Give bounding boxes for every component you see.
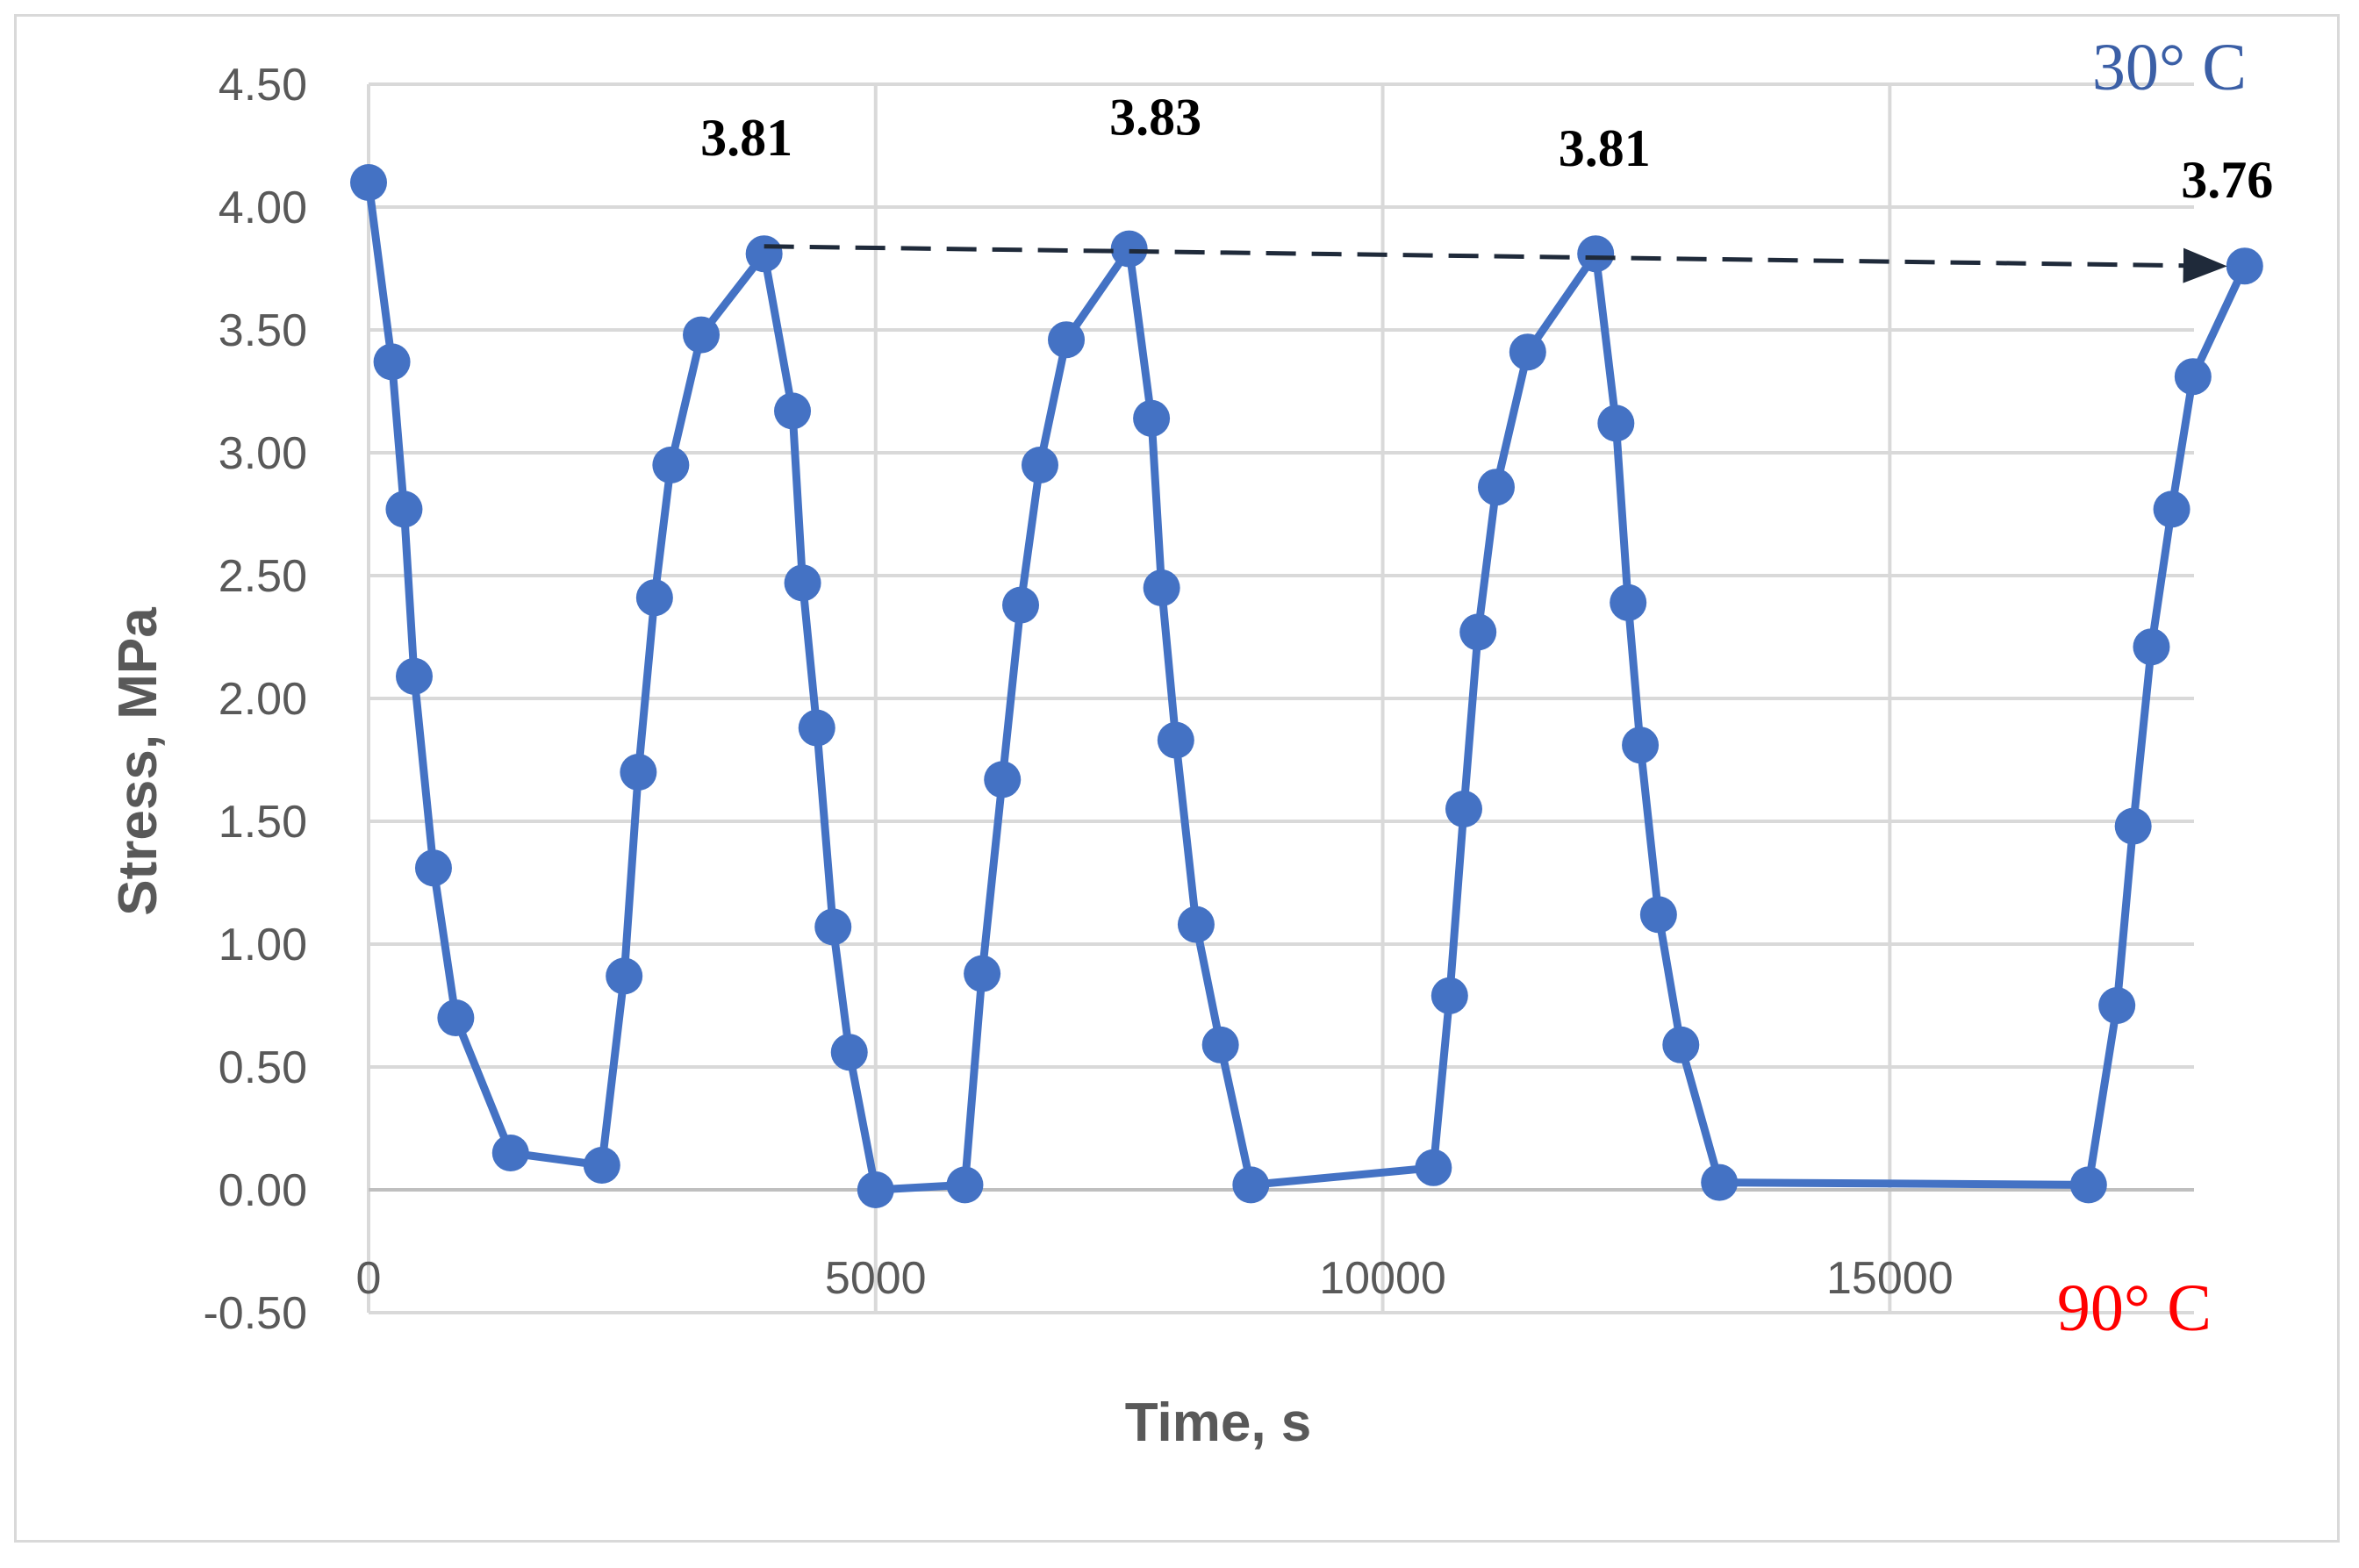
data-point bbox=[2069, 1166, 2107, 1204]
data-point bbox=[350, 164, 387, 201]
data-label: 3.81 bbox=[700, 109, 792, 167]
y-tick-label: 0.00 bbox=[219, 1165, 307, 1216]
data-point bbox=[1177, 906, 1215, 943]
y-tick-label: 4.00 bbox=[219, 183, 307, 233]
data-point bbox=[1201, 1026, 1239, 1063]
data-point bbox=[1232, 1166, 1270, 1204]
data-point bbox=[1701, 1163, 1739, 1201]
data-point bbox=[396, 657, 433, 695]
data-point bbox=[2174, 358, 2212, 396]
data-point bbox=[437, 999, 475, 1036]
data-point bbox=[1048, 321, 1086, 359]
data-point bbox=[857, 1171, 894, 1208]
data-point bbox=[1459, 613, 1497, 651]
data-point bbox=[1157, 721, 1194, 759]
data-point bbox=[1622, 727, 1660, 764]
y-tick-label: 0.50 bbox=[219, 1042, 307, 1093]
data-point bbox=[1021, 447, 1058, 483]
data-point bbox=[2133, 628, 2170, 666]
data-point bbox=[774, 392, 812, 430]
data-label: 3.83 bbox=[1109, 89, 1201, 147]
data-point bbox=[946, 1166, 984, 1204]
data-point bbox=[1415, 1149, 1452, 1186]
data-point bbox=[1639, 896, 1677, 934]
data-point bbox=[373, 343, 411, 381]
data-point bbox=[1477, 469, 1515, 506]
y-axis-title: Stress, MPa bbox=[108, 607, 168, 916]
x-axis-title: Time, s bbox=[1125, 1393, 1312, 1453]
x-tick-label: 10000 bbox=[1319, 1253, 1446, 1304]
data-point bbox=[491, 1135, 529, 1171]
data-point bbox=[1110, 230, 1148, 268]
x-tick-label: 15000 bbox=[1826, 1253, 1954, 1304]
data-point bbox=[414, 849, 452, 887]
data-point bbox=[1577, 235, 1615, 273]
data-point bbox=[2153, 490, 2190, 528]
data-point bbox=[1662, 1026, 1700, 1063]
x-tick-label: 5000 bbox=[825, 1253, 927, 1304]
data-point bbox=[2098, 987, 2136, 1024]
y-tick-label: -0.50 bbox=[203, 1288, 307, 1339]
y-tick-label: 1.00 bbox=[219, 920, 307, 970]
axis-layer: -0.50 0.00 0.50 1.00 1.50 2.00 2.50 3.00 3.50 4.0… bbox=[203, 60, 2194, 1339]
data-point bbox=[1430, 977, 1468, 1014]
data-point bbox=[583, 1147, 620, 1184]
data-point bbox=[814, 908, 852, 946]
data-point bbox=[798, 709, 835, 747]
data-point bbox=[745, 235, 783, 273]
trend-arrow bbox=[764, 244, 2227, 283]
annotation-layer: 3.81 3.83 3.81 3.76 bbox=[700, 89, 2273, 283]
data-point bbox=[784, 564, 821, 602]
y-tick-label: 4.50 bbox=[219, 60, 307, 111]
y-tick-label: 1.50 bbox=[219, 797, 307, 848]
temperature-label-top: 30° C bbox=[2092, 31, 2247, 104]
data-point bbox=[1597, 405, 1635, 442]
y-tick-label: 3.50 bbox=[219, 305, 307, 356]
y-tick-label: 3.00 bbox=[219, 428, 307, 479]
y-tick-label: 2.00 bbox=[219, 674, 307, 725]
data-point bbox=[1445, 791, 1482, 827]
data-point bbox=[1002, 586, 1040, 624]
data-point bbox=[2114, 807, 2152, 845]
data-point bbox=[385, 490, 423, 528]
data-point bbox=[620, 754, 657, 791]
data-point bbox=[984, 761, 1022, 798]
data-point bbox=[1610, 584, 1647, 621]
series-layer bbox=[350, 164, 2263, 1208]
data-point bbox=[652, 447, 690, 483]
data-point bbox=[1143, 569, 1180, 606]
data-point bbox=[1133, 399, 1171, 437]
data-point bbox=[1509, 333, 1546, 371]
x-tick-label: 0 bbox=[356, 1253, 382, 1304]
y-tick-label: 2.50 bbox=[219, 551, 307, 602]
data-label: 3.76 bbox=[2181, 151, 2273, 209]
data-point bbox=[964, 955, 1001, 992]
data-point bbox=[830, 1034, 868, 1071]
data-point bbox=[635, 579, 673, 617]
data-point bbox=[606, 957, 643, 995]
temperature-label-bottom: 90° C bbox=[2057, 1271, 2212, 1345]
series-line bbox=[364, 182, 2248, 1194]
data-point bbox=[2226, 247, 2263, 285]
data-label: 3.81 bbox=[1559, 119, 1651, 177]
data-point bbox=[683, 316, 721, 354]
